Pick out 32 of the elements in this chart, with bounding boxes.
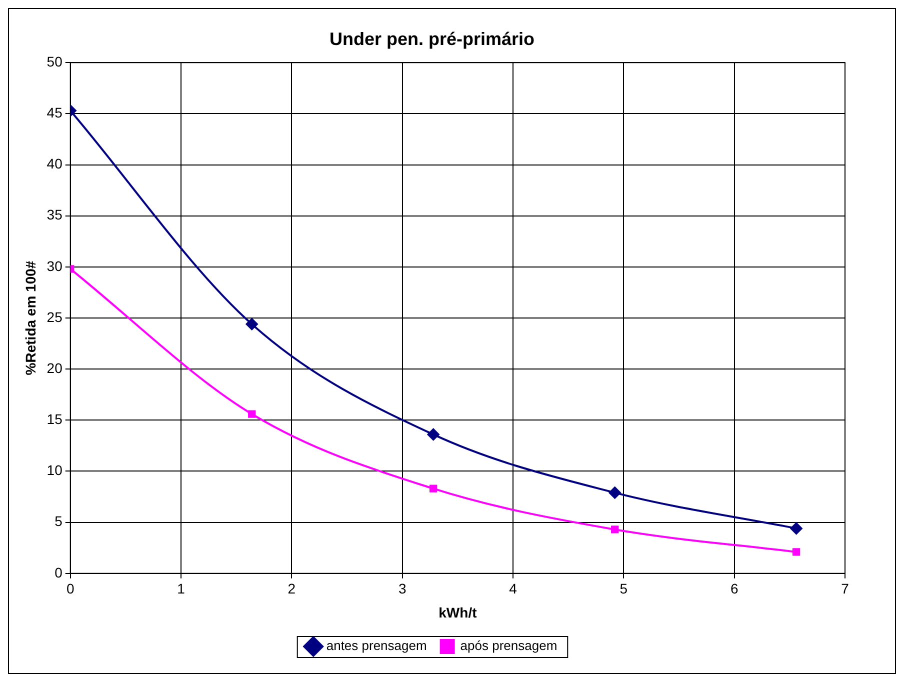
point (430, 484, 438, 492)
y-axis-title: %Retida em 100# (22, 260, 38, 376)
point (610, 526, 619, 534)
y-tick-label: 25 (46, 308, 63, 325)
x-axis-title: kWh/t (438, 604, 478, 620)
legend-label: antes prensagem (326, 638, 427, 654)
x-tick-label: 2 (288, 580, 296, 597)
x-tick-label: 3 (398, 580, 406, 597)
y-tick-label: 10 (46, 462, 63, 478)
y-tick-label: 0 (54, 564, 63, 580)
point (608, 486, 621, 499)
chart-title: Under pen. pré-primário (329, 28, 535, 49)
point (792, 548, 800, 556)
y-tick-label: 30 (46, 258, 63, 274)
point (427, 428, 440, 440)
y-tick-label: 45 (46, 104, 63, 121)
y-tick-label: 40 (46, 156, 63, 172)
x-tick-label: 7 (841, 580, 850, 597)
point (248, 410, 256, 418)
legend-label: após prensagem (460, 638, 558, 654)
point (790, 522, 802, 534)
x-tick-label: 1 (177, 580, 186, 597)
y-tick-label: 5 (54, 513, 63, 530)
y-tick-label: 50 (46, 53, 63, 70)
x-tick-label: 5 (620, 580, 628, 597)
x-tick-label: 0 (66, 580, 74, 597)
y-tick-label: 35 (46, 206, 63, 223)
y-tick-label: 20 (46, 360, 63, 376)
y-tick-label: 15 (46, 411, 63, 428)
x-tick-label: 6 (730, 580, 738, 597)
point (246, 318, 258, 330)
x-tick-label: 4 (509, 580, 518, 597)
